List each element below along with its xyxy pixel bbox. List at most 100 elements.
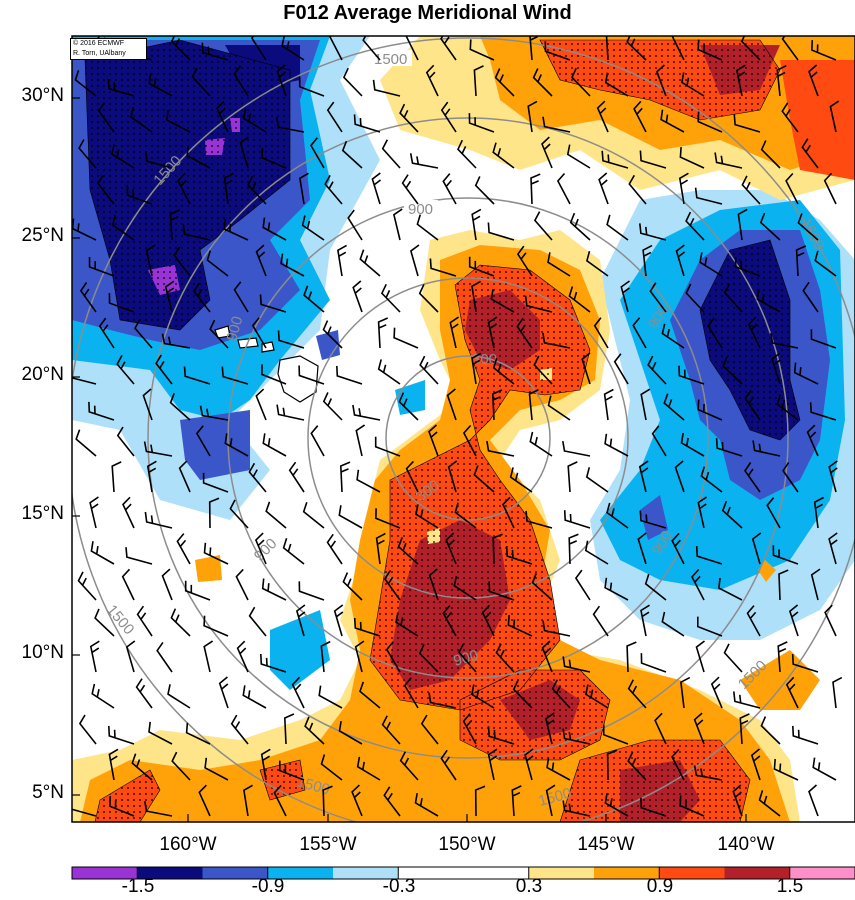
wind-barb: [356, 469, 381, 493]
wind-barb: [191, 67, 211, 97]
wind-barb: [221, 366, 249, 385]
contour-label-1500-top: 1500: [374, 51, 407, 68]
wind-barb: [568, 286, 591, 313]
wind-barb: [647, 355, 667, 385]
wind-barb: [352, 280, 363, 313]
lat-label-20n: 20°N: [21, 364, 64, 385]
wind-barb: [419, 355, 439, 385]
wind-barb: [148, 73, 173, 97]
wind-barb: [164, 280, 175, 313]
wind-barb: [98, 317, 115, 349]
wind-barb: [88, 401, 115, 421]
wind-barb: [699, 252, 723, 277]
wind-barb: [770, 332, 799, 349]
wind-barb: [651, 425, 667, 457]
wind-barb: [474, 785, 486, 817]
wind-barb: [420, 714, 439, 745]
wind-barb: [385, 641, 401, 673]
wind-barb: [148, 721, 173, 745]
wind-barb: [473, 65, 484, 97]
wind-barb: [829, 100, 840, 133]
lat-label-15n: 15°N: [21, 503, 64, 524]
wind-barb: [355, 424, 366, 457]
wind-barb: [542, 332, 571, 349]
wind-barb: [715, 438, 743, 457]
colorbar-label-neg-0-3: -0.3: [382, 876, 416, 897]
wind-barb: [201, 42, 229, 61]
wind-barb: [425, 64, 439, 97]
wind-barb: [685, 283, 705, 313]
wind-barb: [341, 140, 363, 169]
wind-barb: [134, 319, 153, 349]
wind-barb: [524, 295, 553, 313]
wind-barb: [571, 67, 591, 97]
wind-barb: [744, 389, 761, 421]
wind-barb: [322, 392, 343, 421]
wind-barb: [801, 138, 819, 169]
colorbar-segment: [202, 867, 269, 879]
wind-barb: [301, 215, 325, 241]
wind-barb: [551, 679, 571, 709]
wind-barb: [440, 749, 457, 781]
wind-barb: [453, 575, 477, 601]
wind-barb: [169, 209, 181, 241]
wind-barb: [178, 460, 191, 493]
wind-barb: [776, 64, 787, 97]
wind-barb: [78, 139, 97, 169]
wind-barb: [640, 653, 667, 673]
wind-barb: [409, 153, 439, 169]
wind-barb: [792, 725, 819, 745]
wind-barb: [442, 173, 457, 205]
distance-rings: [72, 37, 855, 822]
wind-barb: [471, 208, 482, 241]
wind-barb: [487, 748, 498, 781]
wind-barb: [491, 389, 503, 421]
wind-barb: [299, 172, 309, 205]
wind-barb: [135, 678, 153, 709]
wind-barb: [512, 680, 533, 709]
wind-barb: [122, 496, 135, 529]
wind-barb: [487, 316, 498, 349]
axis-ticks: [72, 97, 747, 822]
lon-label-160w: 160°W: [159, 834, 217, 855]
wind-barb: [492, 142, 515, 169]
wind-barb: [250, 36, 267, 61]
wind-barb: [487, 726, 515, 745]
colorbar: [71, 866, 855, 880]
wind-barb: [353, 617, 381, 637]
wind-barb: [254, 532, 267, 565]
wind-barb: [333, 604, 344, 637]
wind-barb: [811, 40, 837, 61]
wind-barb: [603, 388, 614, 421]
wind-barb: [547, 252, 571, 277]
wind-barb: [663, 393, 685, 421]
wind-barb: [375, 532, 386, 565]
wind-barb: [707, 317, 723, 349]
wind-barb: [74, 70, 97, 97]
wind-barb: [809, 402, 837, 421]
wind-barb: [766, 497, 781, 529]
wind-barb: [449, 316, 460, 349]
wind-barb: [282, 538, 305, 565]
wind-barb: [218, 676, 229, 709]
wind-barb: [280, 253, 305, 277]
wind-barb: [239, 136, 249, 169]
wind-barb: [791, 654, 819, 673]
wind-barb: [759, 212, 781, 241]
wind-barb: [248, 462, 267, 493]
wind-barb: [409, 244, 420, 277]
wind-barb: [143, 441, 173, 457]
credit-line-1: © 2016 ECMWF: [73, 40, 125, 47]
wind-barb: [281, 36, 305, 61]
lon-label-140w: 140°W: [717, 834, 775, 855]
wind-barb: [72, 376, 97, 385]
wind-barb: [279, 760, 305, 781]
wind-barb: [223, 219, 249, 241]
wind-barb: [700, 466, 723, 493]
wind-barb: [697, 39, 723, 61]
wind-barb: [639, 223, 667, 241]
wind-barb: [824, 604, 837, 637]
wind-barb: [397, 537, 419, 565]
wind-barb: [528, 388, 539, 421]
